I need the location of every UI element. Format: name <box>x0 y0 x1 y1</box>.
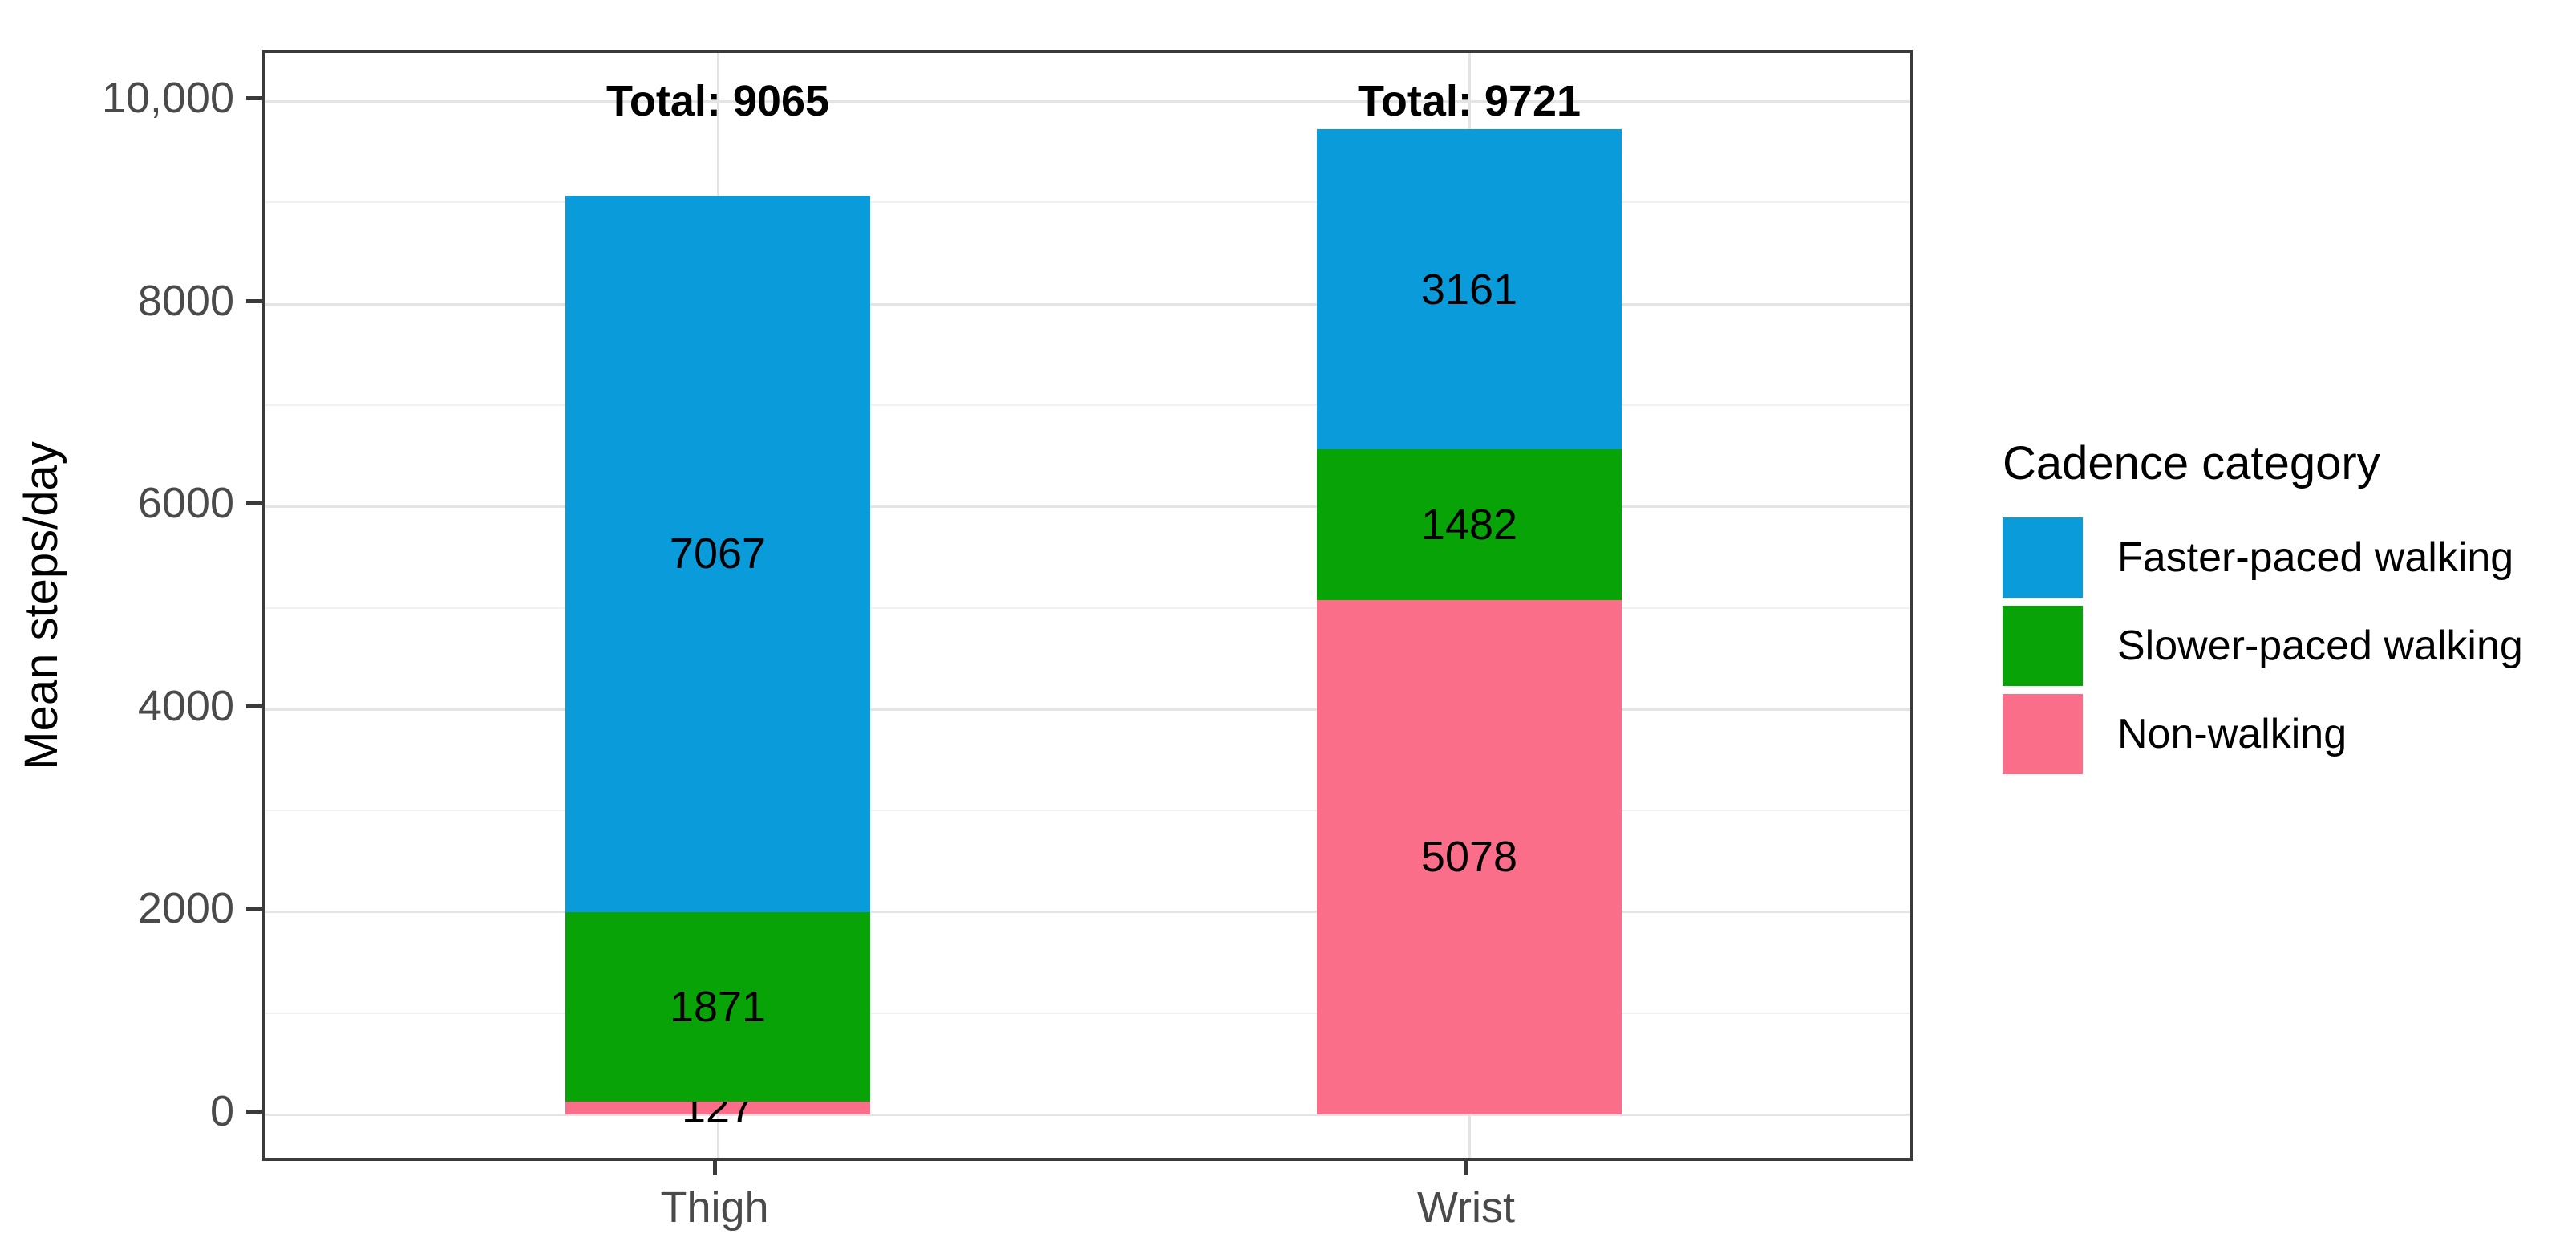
y-tick-label: 6000 <box>137 479 234 528</box>
bar-segment-thigh-slower-paced-walking <box>565 911 870 1102</box>
legend-title: Cadence category <box>2003 437 2380 489</box>
x-tick-label: Wrist <box>1417 1183 1515 1232</box>
y-tick-label: 2000 <box>137 884 234 933</box>
y-tick <box>246 1110 262 1114</box>
legend-swatch-slower-paced-walking <box>2003 606 2083 686</box>
x-tick-label: Thigh <box>660 1183 769 1232</box>
segment-value-label: 1482 <box>1420 501 1518 550</box>
segment-value-label: 7067 <box>669 530 767 578</box>
gridline-major <box>265 505 1910 509</box>
legend-item-label: Slower-paced walking <box>2117 623 2523 669</box>
x-tick <box>713 1161 717 1175</box>
total-label: Total: 9721 <box>1357 77 1582 125</box>
gridline-major <box>265 708 1910 711</box>
total-label: Total: 9065 <box>606 77 830 125</box>
y-tick-label: 10,000 <box>101 74 234 122</box>
segment-value-label: 3161 <box>1420 265 1518 314</box>
bar-segment-thigh-non-walking <box>565 1101 870 1114</box>
segment-value-label: 1871 <box>669 982 767 1031</box>
gridline-major <box>265 100 1910 103</box>
bar-segment-thigh-faster-paced-walking <box>565 196 870 912</box>
legend-swatch-non-walking <box>2003 694 2083 774</box>
y-tick <box>246 298 262 303</box>
y-tick <box>246 96 262 100</box>
gridline-minor <box>265 404 1910 406</box>
y-axis-title: Mean steps/day <box>15 440 67 770</box>
gridline-major <box>265 911 1910 914</box>
gridline-minor <box>265 1012 1910 1014</box>
segment-value-label: 5078 <box>1420 833 1518 882</box>
plot-panel: 127 1871 7067 5078 1482 3161 Total: 9065 Total:… <box>262 50 1913 1161</box>
y-tick <box>246 704 262 708</box>
bar-segment-wrist-slower-paced-walking <box>1317 449 1622 600</box>
legend-swatch-faster-paced-walking <box>2003 517 2083 598</box>
y-tick-label: 8000 <box>137 276 234 325</box>
x-tick <box>1464 1161 1468 1175</box>
legend-item-label: Non-walking <box>2117 711 2347 757</box>
gridline-major <box>265 1114 1910 1116</box>
y-tick-label: 0 <box>209 1087 234 1135</box>
y-tick <box>246 907 262 911</box>
y-tick <box>246 501 262 506</box>
gridline-minor <box>265 810 1910 812</box>
gridline-major <box>265 302 1910 306</box>
gridline-minor <box>265 201 1910 204</box>
legend-item-label: Faster-paced walking <box>2117 534 2514 581</box>
bar-segment-wrist-non-walking <box>1317 599 1622 1114</box>
bar-segment-wrist-faster-paced-walking <box>1317 129 1622 450</box>
y-tick-label: 4000 <box>137 681 234 730</box>
gridline-minor <box>265 607 1910 609</box>
